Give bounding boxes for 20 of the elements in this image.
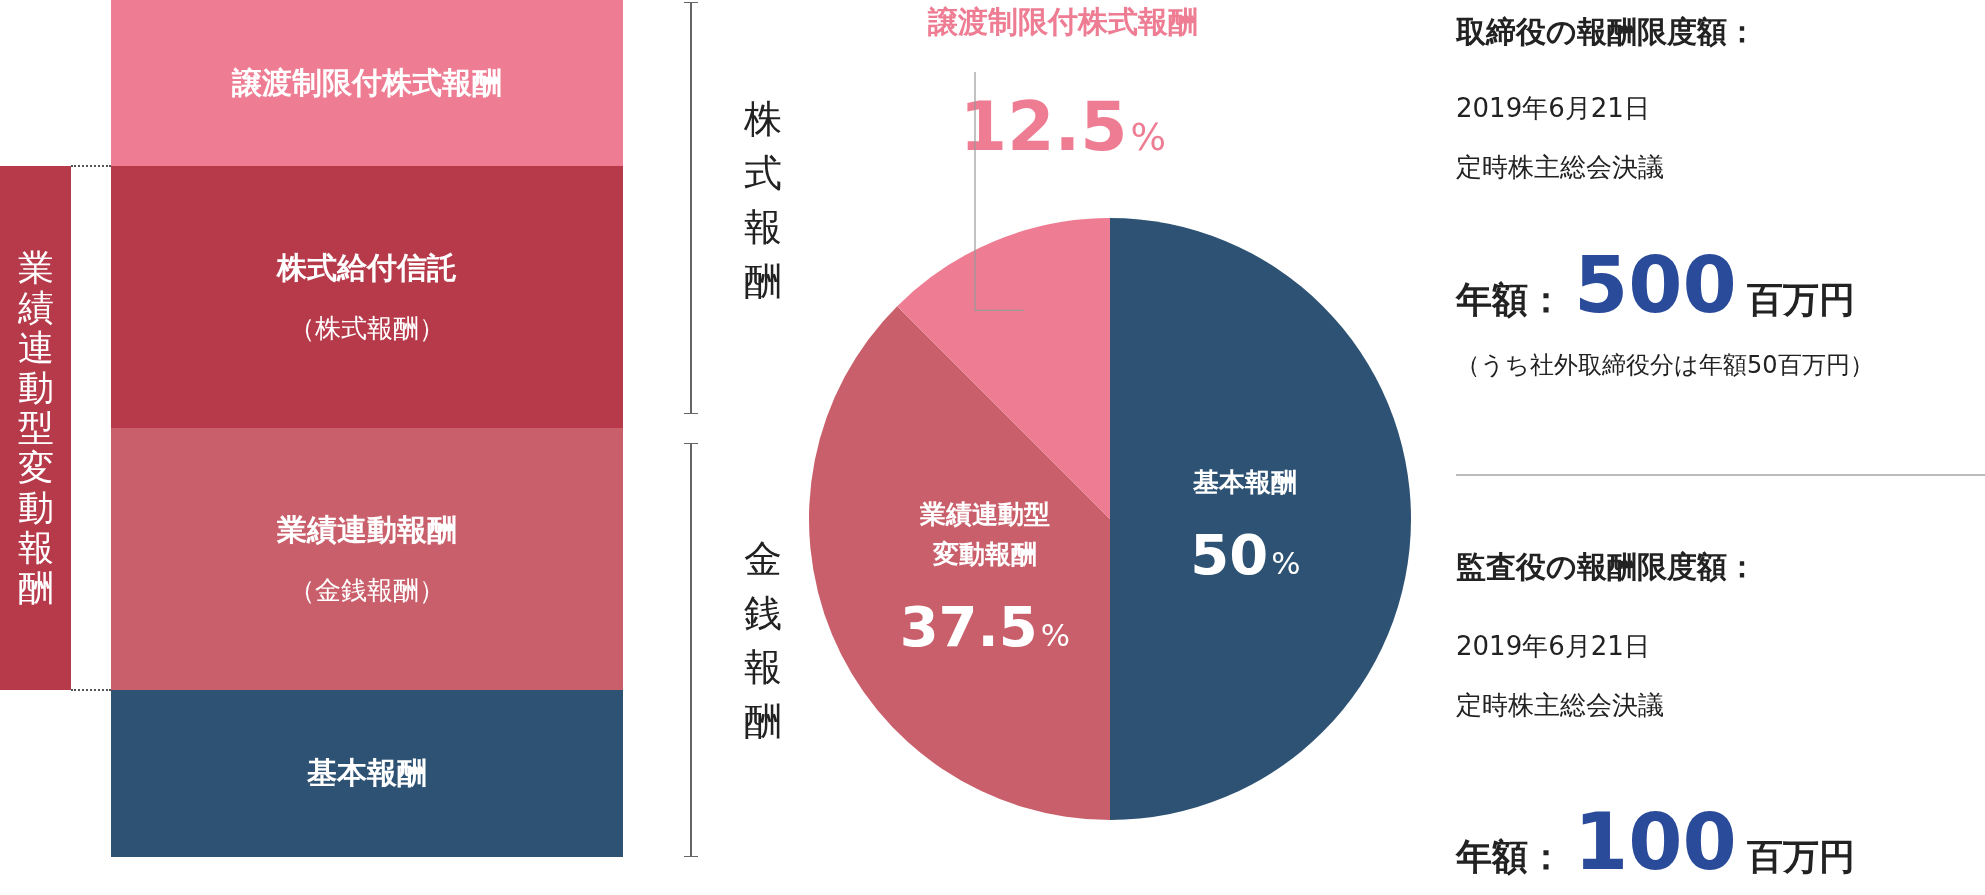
data-label: 12.5% [959,87,1167,166]
text: 監査役の報酬限度額： [1456,547,1757,586]
data-label: 37.5% [899,593,1071,659]
text: 業績連動型変動報酬 [17,247,54,608]
text: 株式報酬 [744,97,782,303]
text: 2019年6月21日 [1456,629,1650,663]
slice-label: 基本報酬 [1192,466,1298,497]
text: 定時株主総会決議 [1456,150,1664,184]
text: 2019年6月21日 [1456,91,1650,125]
compensation-block: 譲渡制限付株式報酬 [111,0,623,166]
text: 金銭報酬 [744,537,782,743]
compensation-block: 業績連動報酬 （金銭報酬） [111,428,623,690]
data-label: 50% [1190,522,1301,587]
text: （うち社外取締役分は年額50百万円） [1456,350,1874,381]
text: 定時株主総会決議 [1456,688,1664,722]
text: 取締役の報酬限度額： [1456,12,1757,51]
slice-label: 業績連動型変動報酬 [918,498,1050,569]
compensation-block: 株式給付信託 （株式報酬） [111,166,623,428]
compensation-block: 基本報酬 [111,690,623,857]
slice-label: 譲渡制限付株式報酬 [927,3,1198,39]
